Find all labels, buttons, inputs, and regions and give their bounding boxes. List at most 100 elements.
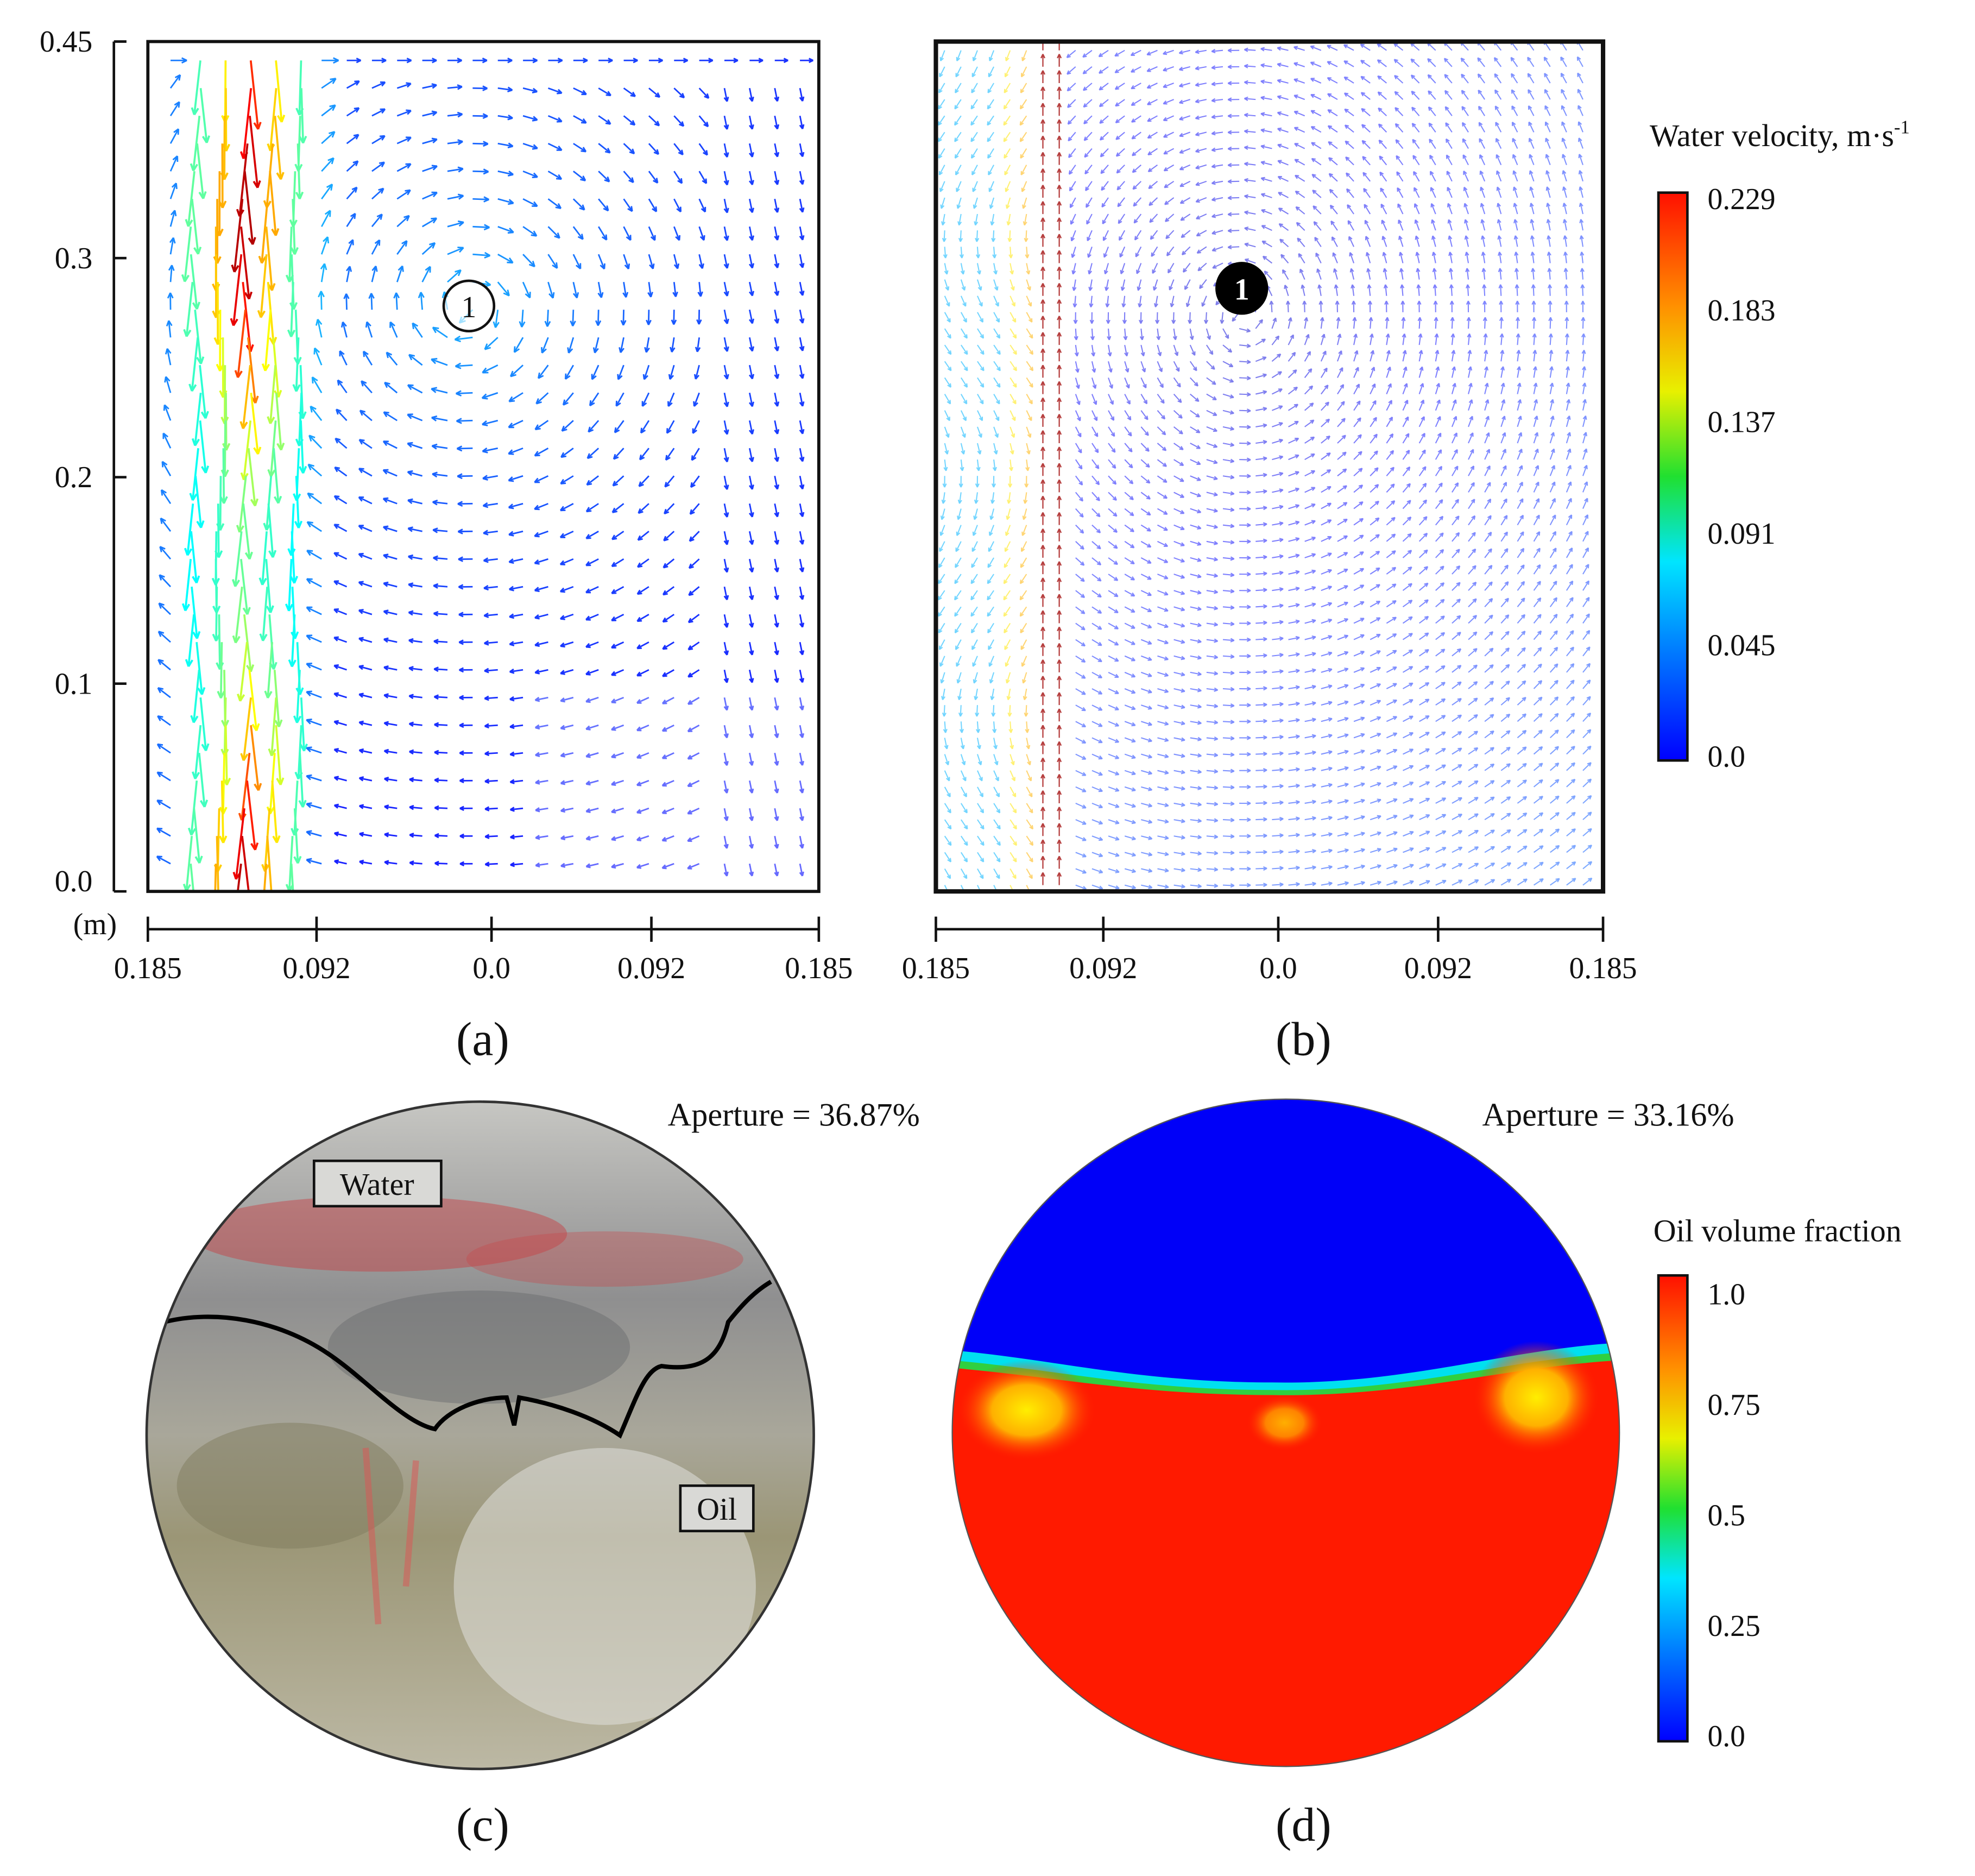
annotation: Aperture = 33.16% <box>1482 1097 1734 1133</box>
vector-arrow <box>1337 552 1348 558</box>
vector-arrow <box>346 160 359 172</box>
vector-arrow <box>1124 671 1136 678</box>
vector-arrow <box>1500 779 1511 788</box>
vector-arrow <box>723 503 729 518</box>
vector-arrow <box>1582 382 1587 394</box>
vector-arrow <box>1494 105 1502 116</box>
vector-arrow <box>1239 441 1251 446</box>
vector-arrow <box>572 171 586 181</box>
vector-arrow <box>1190 606 1202 611</box>
vector-arrow <box>1452 846 1463 853</box>
vector-arrow <box>1500 862 1511 870</box>
vector-arrow <box>1190 574 1202 578</box>
vector-arrow <box>1190 492 1201 498</box>
vector-arrow <box>993 394 1000 405</box>
vector-arrow <box>1310 45 1322 51</box>
vector-arrow <box>1418 582 1429 591</box>
vector-arrow <box>1009 410 1016 421</box>
vector-arrow <box>1040 512 1046 525</box>
vector-arrow <box>306 774 322 782</box>
vector-arrow <box>1140 574 1152 580</box>
vector-arrow <box>1040 561 1046 575</box>
vector-arrow <box>971 83 978 93</box>
x-tick-label: 0.0 <box>1259 952 1297 985</box>
annotation: Aperture = 36.87% <box>668 1097 920 1133</box>
vector-arrow <box>181 559 192 612</box>
vector-arrow <box>1149 197 1158 206</box>
vector-arrow <box>1157 655 1169 661</box>
vector-arrow <box>383 665 397 671</box>
vector-arrow <box>1550 779 1560 788</box>
vector-arrow <box>1321 766 1333 771</box>
vector-arrow <box>547 115 563 123</box>
vector-arrow <box>943 247 948 259</box>
vector-arrow <box>617 364 624 380</box>
vector-arrow <box>1582 877 1593 886</box>
vector-arrow <box>1227 146 1240 151</box>
vector-arrow <box>1091 753 1103 760</box>
vector-arrow <box>1255 849 1267 854</box>
vector-arrow <box>960 279 966 291</box>
vector-arrow <box>421 266 431 282</box>
vector-arrow <box>1272 816 1284 822</box>
vector-arrow <box>1239 425 1251 430</box>
vector-arrow <box>384 381 398 394</box>
vector-arrow <box>1517 399 1522 411</box>
vector-arrow <box>459 805 473 811</box>
vector-arrow <box>1206 393 1217 401</box>
vector-arrow <box>1004 148 1011 159</box>
vector-arrow <box>1141 884 1153 889</box>
vector-arrow <box>1026 835 1034 846</box>
colorbar-tick-label: 0.25 <box>1707 1609 1760 1643</box>
vector-arrow <box>662 586 675 596</box>
vector-arrow <box>1108 868 1120 873</box>
vector-arrow <box>1418 350 1423 362</box>
vector-arrow <box>1261 225 1272 231</box>
vector-arrow <box>1353 798 1365 804</box>
vector-arrow <box>384 860 397 865</box>
vector-arrow <box>1108 802 1120 808</box>
vector-arrow <box>1222 785 1235 790</box>
vector-arrow <box>1138 295 1143 307</box>
vector-arrow <box>534 586 548 593</box>
vector-arrow <box>991 230 996 242</box>
vector-arrow <box>1057 250 1062 263</box>
vector-arrow <box>1418 566 1429 575</box>
vector-arrow <box>1353 484 1364 493</box>
x-tick-label: 0.092 <box>1069 952 1137 985</box>
vector-arrow <box>1121 295 1126 308</box>
vector-arrow <box>1088 279 1093 291</box>
vector-arrow <box>231 199 244 273</box>
vector-arrow <box>1057 446 1062 460</box>
vector-arrow <box>636 752 649 759</box>
panel-label: (a) <box>456 1013 509 1066</box>
vector-arrow <box>267 365 276 424</box>
vector-arrow <box>1180 213 1191 221</box>
vector-arrow <box>1282 269 1289 280</box>
vector-arrow <box>1481 251 1486 263</box>
vector-arrow <box>1496 186 1502 198</box>
vector-arrow <box>1206 508 1218 513</box>
vector-arrow <box>1153 295 1158 307</box>
vector-arrow <box>1533 729 1543 739</box>
vector-arrow <box>954 99 962 110</box>
vector-arrow <box>1566 713 1575 722</box>
vector-arrow <box>457 501 473 507</box>
vector-arrow <box>799 143 805 158</box>
vector-arrow <box>534 502 548 511</box>
vector-arrow <box>1353 733 1365 739</box>
vector-arrow <box>1293 127 1305 133</box>
vector-arrow <box>1304 553 1316 558</box>
vector-arrow <box>1347 204 1354 215</box>
vector-arrow <box>1428 90 1436 100</box>
vector-arrow <box>1040 659 1046 672</box>
vector-arrow <box>458 584 473 590</box>
vector-arrow <box>1403 748 1414 755</box>
vector-arrow <box>371 81 386 89</box>
vector-arrow <box>547 87 563 95</box>
vector-arrow <box>1383 268 1387 280</box>
vector-arrow <box>1108 590 1119 597</box>
vector-arrow <box>1566 465 1572 476</box>
vector-arrow <box>1550 828 1560 837</box>
vector-arrow <box>1288 454 1299 461</box>
